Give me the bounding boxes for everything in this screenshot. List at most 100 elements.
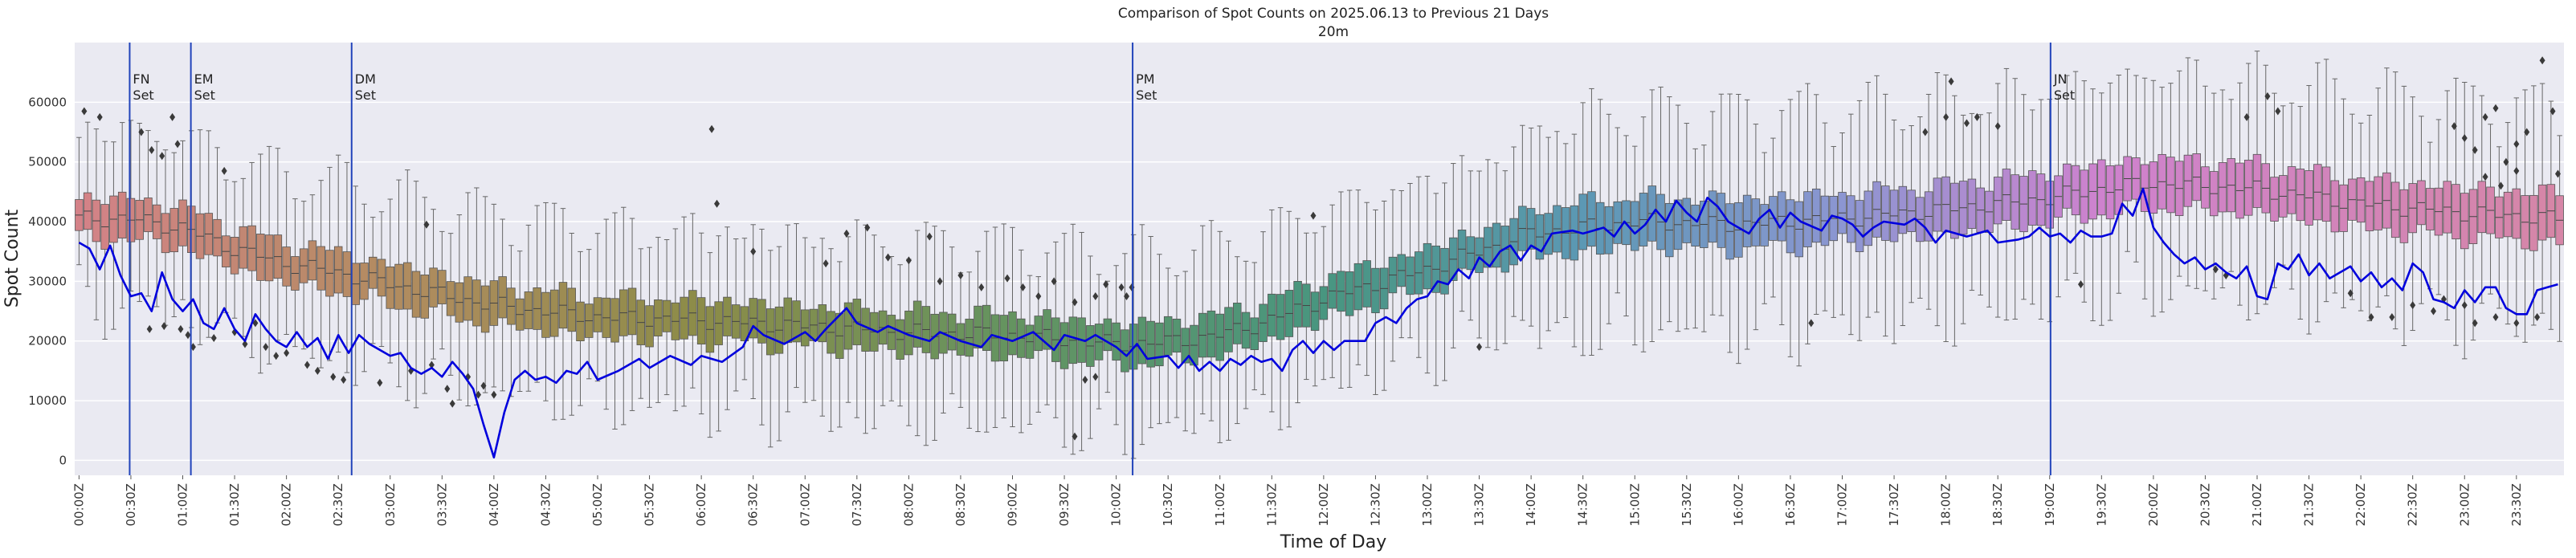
outlier-point	[864, 223, 871, 232]
box-97	[912, 230, 922, 437]
box-77	[740, 238, 749, 381]
x-tick-label: 07:00Z	[798, 483, 812, 527]
box-86	[818, 238, 827, 417]
box-255	[2279, 105, 2288, 266]
box-1	[83, 121, 92, 287]
box-98	[921, 222, 931, 446]
x-tick-label: 13:30Z	[1472, 483, 1487, 527]
box-185	[1673, 104, 1683, 332]
box-26	[299, 201, 308, 350]
box-78	[749, 224, 757, 399]
box-91	[861, 224, 870, 434]
grid-lines	[75, 101, 2564, 462]
box-101	[947, 246, 957, 394]
box-204	[1838, 132, 1847, 316]
outlier-point	[2503, 157, 2509, 166]
x-tick-label: 16:00Z	[1731, 483, 1745, 527]
outlier-point	[221, 166, 227, 175]
box-191	[1725, 93, 1734, 353]
box-241	[2158, 87, 2166, 313]
box-70	[680, 216, 688, 407]
box-80	[765, 250, 775, 448]
x-tick-label: 09:00Z	[1006, 483, 1020, 527]
box-213	[1916, 116, 1925, 299]
box-155	[1415, 176, 1423, 358]
y-tick-label: 0	[59, 453, 67, 467]
box-260	[2321, 59, 2331, 303]
outlier-point	[713, 199, 720, 208]
outlier-point	[2524, 128, 2530, 136]
outlier-point	[1092, 373, 1099, 381]
box-257	[2296, 106, 2305, 320]
box-117	[1086, 255, 1095, 439]
box-256	[2287, 102, 2296, 290]
outlier-point	[1072, 432, 1078, 441]
x-tick-label: 08:00Z	[901, 483, 916, 527]
outlier-point	[2461, 301, 2468, 310]
box-15	[204, 130, 214, 338]
box-192	[1734, 93, 1743, 365]
box-168	[1526, 127, 1536, 327]
box-54	[541, 202, 550, 401]
box-152	[1388, 189, 1398, 362]
box-223	[2002, 67, 2011, 321]
box-88	[835, 261, 844, 428]
box-27	[308, 194, 317, 359]
box-188	[1700, 145, 1708, 332]
box-121	[1121, 253, 1129, 455]
x-tick-label: 12:00Z	[1317, 483, 1331, 527]
outlier-point	[2461, 133, 2468, 142]
outlier-point	[2513, 166, 2520, 175]
box-59	[585, 249, 594, 380]
box-279	[2486, 124, 2495, 295]
box-225	[2019, 94, 2028, 300]
outlier-point	[2264, 92, 2271, 100]
box-245	[2192, 59, 2201, 289]
box-206	[1855, 100, 1864, 341]
y-tick-label: 20000	[28, 334, 67, 348]
x-tick-label: 23:00Z	[2457, 483, 2472, 527]
box-214	[1924, 93, 1933, 310]
x-tick-label: 19:30Z	[2094, 483, 2109, 527]
box-138	[1268, 209, 1276, 413]
box-112	[1043, 252, 1051, 405]
box-35	[377, 211, 386, 348]
box-58	[576, 250, 585, 406]
outlier-point	[1004, 274, 1010, 283]
box-81	[774, 246, 784, 442]
box-106	[990, 226, 1000, 428]
box-131	[1206, 220, 1216, 422]
box-76	[731, 238, 741, 392]
box-21	[256, 153, 265, 374]
x-tick-label: 20:00Z	[2146, 483, 2161, 527]
outlier-point	[1808, 319, 1815, 328]
outlier-point	[178, 324, 184, 333]
box-271	[2417, 116, 2426, 304]
box-205	[1847, 113, 1855, 336]
box-259	[2313, 62, 2322, 323]
outlier-point	[138, 128, 145, 136]
x-tick-label: 06:00Z	[694, 483, 708, 527]
outlier-point	[2368, 312, 2374, 321]
box-141	[1293, 218, 1302, 404]
x-tick-label: 10:00Z	[1109, 483, 1124, 527]
box-20	[247, 161, 256, 358]
x-tick-label: 22:00Z	[2354, 483, 2368, 527]
box-229	[2054, 95, 2063, 298]
box-156	[1423, 175, 1432, 374]
box-171	[1553, 131, 1562, 324]
box-233	[2088, 88, 2097, 322]
box-10	[161, 149, 170, 326]
box-45	[463, 192, 472, 407]
outlier-point	[190, 343, 196, 352]
box-158	[1440, 182, 1449, 381]
box-110	[1025, 275, 1035, 425]
x-tick-label: 02:00Z	[280, 483, 294, 527]
outlier-point	[2513, 319, 2520, 328]
box-87	[827, 248, 835, 432]
x-tick-label: 12:30Z	[1368, 483, 1382, 527]
outlier-point	[149, 145, 155, 154]
box-261	[2330, 78, 2340, 294]
box-219	[1967, 112, 1977, 291]
outlier-point	[1994, 122, 2001, 131]
